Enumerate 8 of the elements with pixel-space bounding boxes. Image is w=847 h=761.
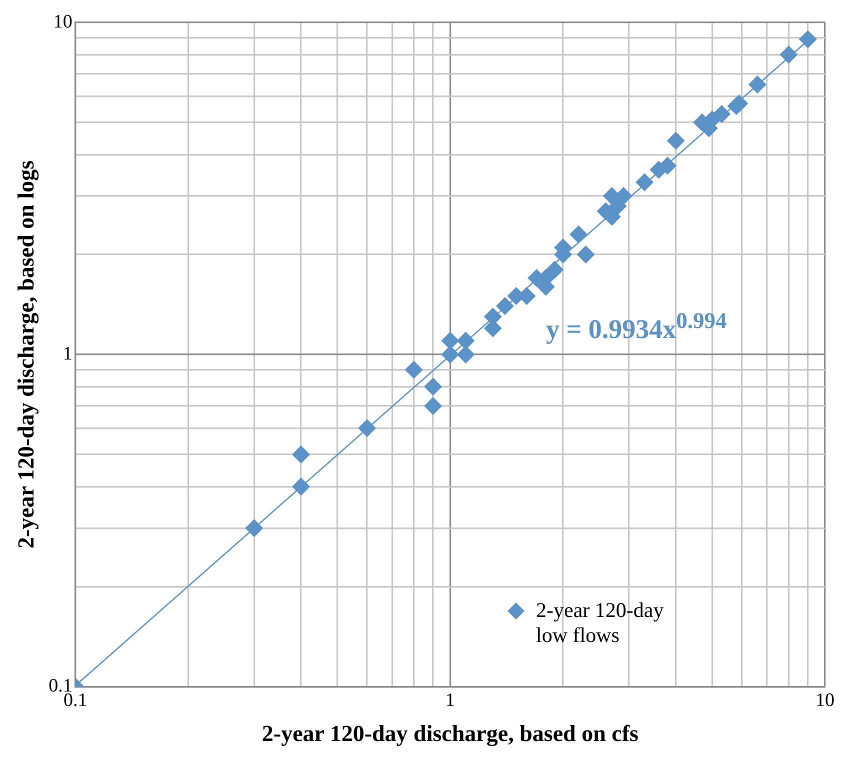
annotation: y = 0.9934x$^{0.994}$ <box>546 308 727 345</box>
y-tick-label: 1 <box>62 343 72 364</box>
y-axis-title: 2-year 120-day discharge, based on logs <box>14 160 40 549</box>
x-tick-label: 10 <box>816 690 834 711</box>
x-axis-title: 2-year 120-day discharge, based on cfs <box>262 721 638 748</box>
y-tick-label: 10 <box>53 11 72 32</box>
x-tick-label: 1 <box>445 690 455 711</box>
legend-label: 2-year 120-day low flows <box>536 598 665 648</box>
